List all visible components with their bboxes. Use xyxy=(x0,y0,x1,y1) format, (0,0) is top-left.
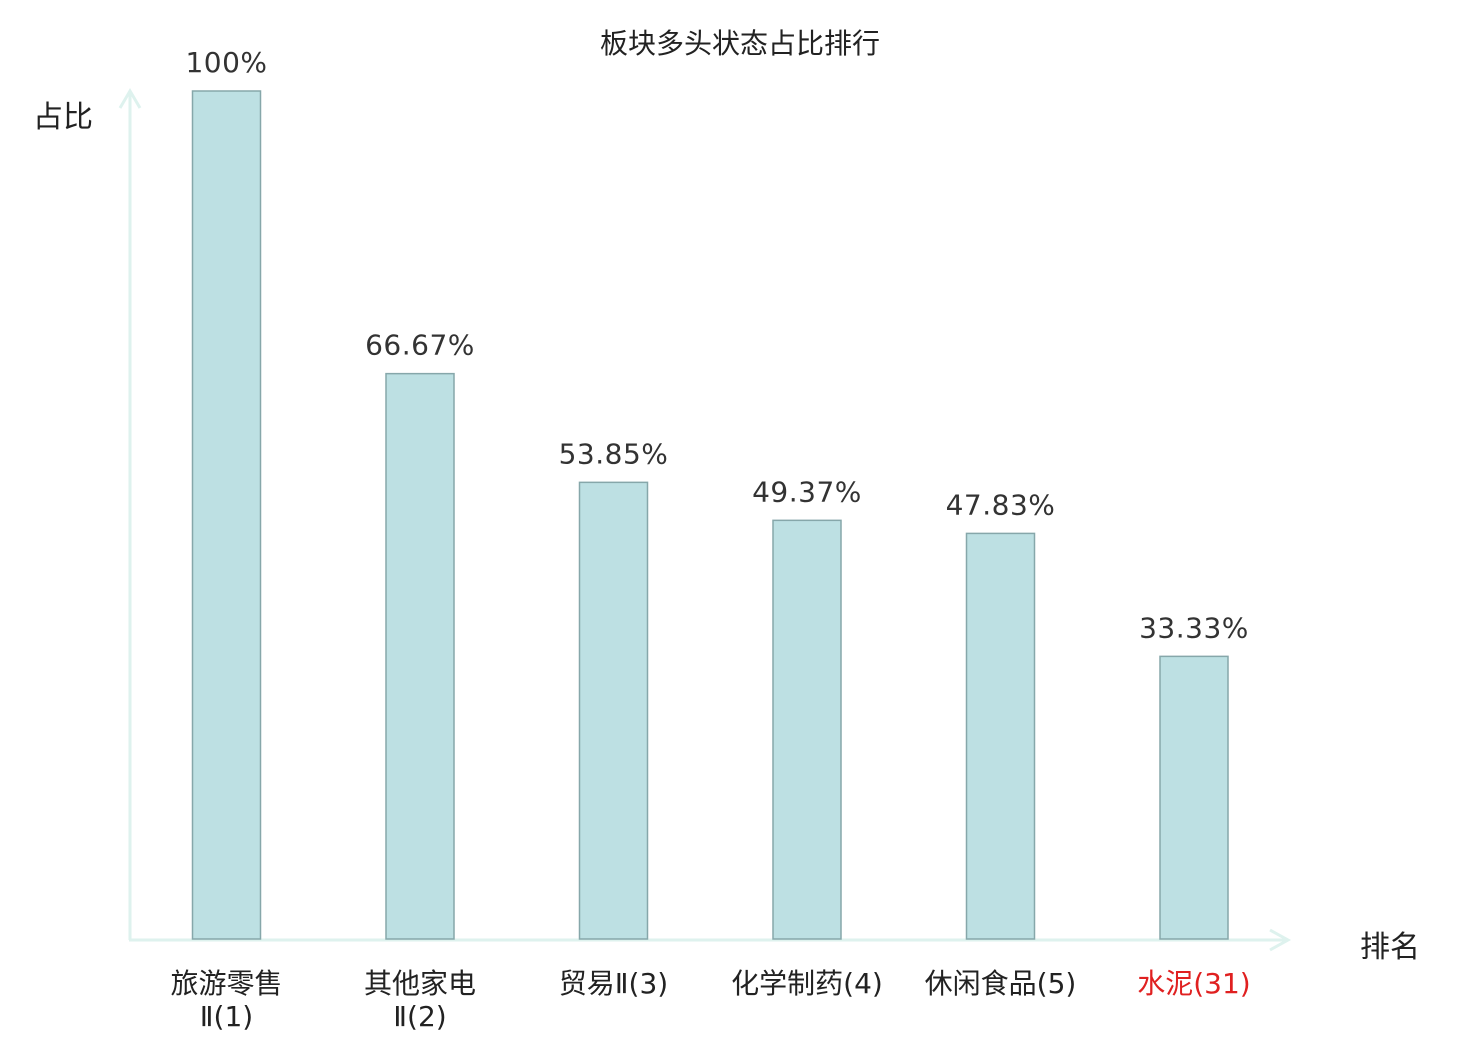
bar xyxy=(772,519,842,940)
data-label: 66.67% xyxy=(365,329,475,362)
y-axis-arrow-icon xyxy=(118,88,142,109)
value-labels: 100% 66.67% 53.85% 49.37% 47.83% 33.33% xyxy=(185,46,1248,644)
chart-title: 板块多头状态占比排行 xyxy=(599,27,880,60)
data-label: 100% xyxy=(185,46,267,79)
x-tick-label: 其他家电 xyxy=(364,967,476,1000)
x-axis-arrow-icon xyxy=(1269,928,1292,952)
bar xyxy=(1159,655,1229,940)
bar xyxy=(385,372,455,940)
x-tick-label: 化学制药(4) xyxy=(731,967,883,1000)
bar xyxy=(578,481,649,940)
data-label: 53.85% xyxy=(559,437,669,470)
bars xyxy=(191,90,1229,940)
data-label: 49.37% xyxy=(752,475,862,508)
data-label: 47.83% xyxy=(946,488,1056,521)
x-axis-label: 排名 xyxy=(1360,930,1420,965)
x-tick-label: 水泥(31) xyxy=(1137,967,1250,1000)
axes xyxy=(118,88,1292,952)
bar xyxy=(191,90,262,940)
bar xyxy=(965,532,1036,940)
x-tick-label: Ⅱ(2) xyxy=(393,1000,446,1033)
x-tick-label: 休闲食品(5) xyxy=(925,967,1077,1000)
data-label: 33.33% xyxy=(1139,611,1249,644)
y-axis-label: 占比 xyxy=(33,100,93,135)
x-tick-label: 旅游零售 xyxy=(170,967,282,1000)
x-tick-label: 贸易Ⅱ(3) xyxy=(559,967,668,1000)
x-tick-label: Ⅱ(1) xyxy=(200,1000,253,1033)
